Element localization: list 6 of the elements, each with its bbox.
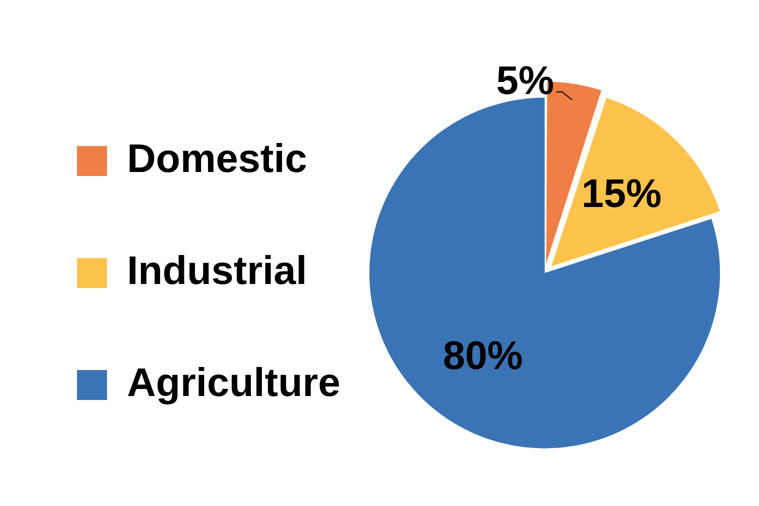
data-label: 5% bbox=[496, 58, 554, 103]
legend-label: Industrial bbox=[127, 249, 308, 294]
data-label: 15% bbox=[582, 172, 662, 216]
data-label: 80% bbox=[442, 334, 523, 378]
legend-label: Agriculture bbox=[127, 361, 340, 406]
legend-label: Domestic bbox=[127, 137, 308, 182]
